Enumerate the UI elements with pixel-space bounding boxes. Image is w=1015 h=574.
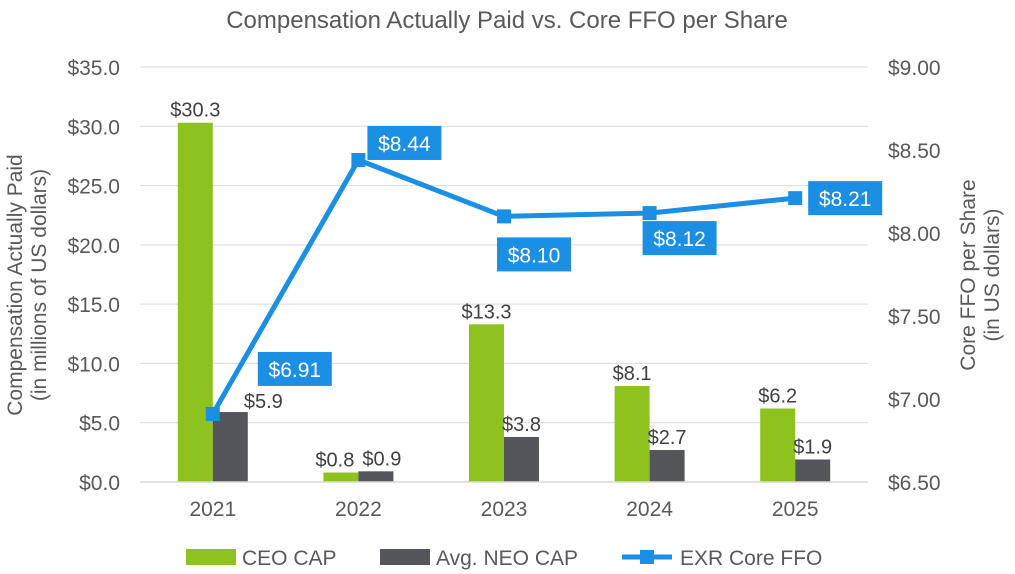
- ffo-value-box: [642, 221, 717, 256]
- y-tick-label: $10.0: [67, 353, 120, 376]
- y2-tick-label: $8.50: [888, 140, 941, 163]
- y2-tick-label: $7.00: [888, 389, 941, 412]
- y-axis-title-line: Compensation Actually Paid: [4, 154, 27, 416]
- x-tick-label: 2021: [189, 498, 236, 521]
- neo-cap-bar: [504, 436, 539, 482]
- ffo-value-label: $8.44: [378, 133, 431, 156]
- ceo-cap-bar: [469, 324, 504, 482]
- ffo-value-box: [257, 351, 332, 386]
- x-tick-label: 2025: [772, 498, 819, 521]
- y2-tick-label: $7.50: [888, 306, 941, 329]
- y-tick-label: $30.0: [67, 116, 120, 139]
- y-axis-title: Compensation Actually Paid(in millions o…: [4, 154, 51, 416]
- neo-cap-bar: [649, 449, 685, 482]
- ffo-value-label: $6.91: [269, 359, 322, 382]
- y2-axis-title-line: (in US dollars): [981, 208, 1004, 341]
- neo-cap-value-label: $3.8: [502, 414, 541, 436]
- ffo-value-label: $8.21: [819, 188, 872, 211]
- bars: [177, 122, 831, 482]
- neo-cap-bar: [212, 412, 248, 482]
- y-tick-label: $20.0: [67, 235, 120, 258]
- y2-axis-title-line: Core FFO per Share: [957, 179, 980, 370]
- ffo-marker: [497, 209, 511, 224]
- y-tick-label: $35.0: [67, 57, 120, 80]
- x-tick-label: 2022: [335, 498, 382, 521]
- ceo-cap-value-label: $30.3: [170, 100, 220, 122]
- y-tick-label: $5.0: [79, 413, 120, 436]
- y2-tick-label: $8.00: [888, 223, 941, 246]
- legend-swatch: [380, 549, 430, 565]
- ffo-marker: [642, 206, 657, 221]
- y-tick-label: $15.0: [67, 294, 120, 317]
- ceo-cap-value-label: $0.8: [315, 450, 354, 472]
- legend-label: CEO CAP: [242, 547, 337, 570]
- ffo-marker: [788, 191, 803, 206]
- ffo-value-box: [808, 181, 883, 216]
- ceo-cap-bar: [760, 408, 796, 482]
- y-axis-title-line: (in millions of US dollars): [28, 169, 51, 401]
- y-tick-label: $25.0: [67, 176, 120, 199]
- ffo-value-box: [497, 237, 571, 272]
- neo-cap-value-label: $1.9: [793, 436, 832, 458]
- axes: $0.0 $5.0 $10.0 $15.0 $20.0 $25.0 $30.0 $35.0 $6…: [4, 57, 1004, 521]
- ffo-value-label: $8.12: [653, 228, 706, 251]
- legend-swatch: [186, 549, 236, 565]
- legend: CEO CAP Avg. NEO CAP EXR Core FFO: [186, 547, 822, 570]
- ceo-cap-value-label: $6.2: [758, 385, 797, 407]
- y-tick-label: $0.0: [79, 472, 120, 495]
- legend-label: Avg. NEO CAP: [436, 547, 578, 570]
- data-labels: $30.3 $0.8 $13.3 $8.1 $6.2 $5.9 $0.9 $3.8 $2.7 $1…: [170, 100, 883, 472]
- y2-axis-title: Core FFO per Share(in US dollars): [957, 179, 1004, 370]
- y2-tick-label: $9.00: [888, 57, 941, 80]
- ceo-cap-value-label: $8.1: [613, 363, 652, 385]
- ffo-marker: [205, 406, 220, 421]
- ceo-cap-bar: [177, 122, 213, 482]
- ffo-value-box: [367, 125, 442, 160]
- neo-cap-value-label: $2.7: [648, 427, 687, 449]
- x-tick-label: 2024: [626, 498, 673, 521]
- neo-cap-value-label: $5.9: [244, 391, 283, 413]
- ceo-cap-value-label: $13.3: [461, 301, 511, 323]
- ffo-marker: [351, 152, 366, 167]
- neo-cap-value-label: $0.9: [362, 448, 401, 470]
- legend-label: EXR Core FFO: [680, 547, 822, 570]
- ceo-cap-bar: [323, 472, 359, 482]
- ceo-cap-bar: [614, 385, 650, 482]
- legend-marker: [640, 550, 654, 564]
- y2-tick-label: $6.50: [888, 472, 941, 495]
- neo-cap-bar: [795, 459, 831, 482]
- ffo-line-layer: [205, 152, 803, 421]
- ffo-value-label: $8.10: [508, 244, 561, 267]
- x-tick-label: 2023: [481, 498, 528, 521]
- chart-title: Compensation Actually Paid vs. Core FFO …: [226, 7, 788, 34]
- neo-cap-bar: [358, 471, 394, 482]
